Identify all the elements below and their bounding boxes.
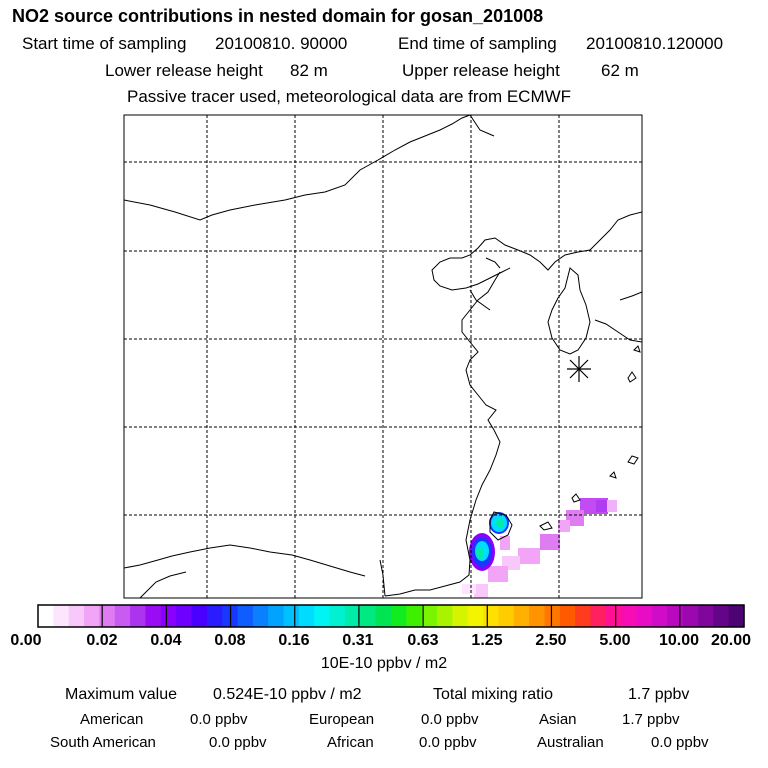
colorbar-tick: 1.25: [471, 632, 503, 649]
colorbar-swatch: [513, 605, 530, 627]
max-value: 0.524E-10 ppbv / m2: [213, 686, 362, 703]
colorbar-swatch: [498, 605, 515, 627]
colorbar-swatch: [360, 605, 377, 627]
colorbar-tick: 20.00: [710, 632, 752, 649]
colorbar-tick: 0.31: [342, 632, 374, 649]
colorbar-swatch: [268, 605, 285, 627]
colorbar-swatch: [38, 605, 54, 627]
colorbar-swatch: [467, 605, 484, 627]
colorbar-swatch: [605, 605, 622, 627]
colorbar-swatch: [160, 605, 177, 627]
colorbar-swatch: [391, 605, 407, 627]
lower-height-value: 82 m: [290, 61, 328, 80]
colorbar-swatch: [483, 605, 500, 627]
upper-height-value: 62 m: [601, 61, 639, 80]
region-south-american-label: South American: [50, 734, 156, 751]
colorbar-swatch: [575, 605, 592, 627]
end-time-value: 20100810.120000: [586, 34, 724, 53]
colorbar-swatch: [406, 605, 423, 627]
colorbar-separators: [101, 605, 681, 627]
colorbar-tick: 2.50: [535, 632, 567, 649]
colorbar-swatch: [636, 605, 653, 627]
colorbar-swatch: [191, 605, 208, 627]
colorbar: [38, 605, 745, 627]
colorbar-swatch: [728, 605, 745, 627]
colorbar-swatch: [452, 605, 469, 627]
colorbar-swatch: [590, 605, 607, 627]
colorbar-swatch: [176, 605, 193, 627]
colorbar-swatch: [114, 605, 131, 627]
total-mixing-label: Total mixing ratio: [433, 686, 554, 703]
colorbar-tick: 0.04: [150, 632, 182, 649]
region-asian-label: Asian: [539, 711, 577, 728]
region-american-value: 0.0 ppbv: [190, 711, 248, 728]
colorbar-tick: 5.00: [599, 632, 631, 649]
colorbar-tick: 0.08: [214, 632, 246, 649]
region-european-label: European: [309, 711, 375, 728]
colorbar-swatch: [529, 605, 546, 627]
region-australian-value: 0.0 ppbv: [651, 734, 709, 751]
colorbar-swatch: [314, 605, 331, 627]
colorbar-swatch: [559, 605, 576, 627]
colorbar-swatch: [283, 605, 300, 627]
max-value-label: Maximum value: [65, 686, 178, 703]
colorbar-swatch: [344, 605, 361, 627]
colorbar-swatch: [298, 605, 315, 627]
map-frame: [123, 114, 643, 599]
colorbar-tick: 0.02: [86, 632, 118, 649]
upper-height-label: Upper release height: [402, 61, 560, 80]
colorbar-swatch: [713, 605, 730, 627]
colorbar-frame: [37, 604, 745, 628]
end-time-label: End time of sampling: [398, 34, 557, 53]
colorbar-swatch: [682, 605, 699, 627]
start-time-value: 20100810. 90000: [215, 34, 348, 53]
tracer-note: Passive tracer used, meteorological data…: [127, 87, 572, 106]
colorbar-swatch: [329, 605, 346, 627]
colorbar-swatch: [544, 605, 561, 627]
plume: [462, 498, 617, 598]
colorbar-swatch: [99, 605, 116, 627]
coastlines: [124, 115, 642, 598]
colorbar-swatch: [130, 605, 147, 627]
colorbar-tick: 0.16: [278, 632, 310, 649]
colorbar-swatch: [84, 605, 100, 627]
region-asian-value: 1.7 ppbv: [622, 711, 680, 728]
colorbar-swatch: [437, 605, 453, 627]
total-mixing-value: 1.7 ppbv: [628, 686, 690, 703]
start-time-label: Start time of sampling: [22, 34, 187, 53]
region-american-label: American: [80, 711, 144, 728]
region-african-value: 0.0 ppbv: [419, 734, 477, 751]
colorbar-swatch: [667, 605, 684, 627]
region-european-value: 0.0 ppbv: [421, 711, 479, 728]
colorbar-swatch: [421, 605, 438, 627]
colorbar-swatch: [145, 605, 162, 627]
colorbar-tick: 0.63: [407, 632, 439, 649]
colorbar-swatch: [68, 605, 85, 627]
colorbar-units: 10E-10 ppbv / m2: [320, 655, 448, 672]
lower-height-label: Lower release height: [105, 61, 263, 80]
receptor-marker: [567, 356, 591, 382]
region-african-label: African: [327, 734, 374, 751]
colorbar-tick: 10.00: [658, 632, 700, 649]
colorbar-swatch: [237, 605, 254, 627]
colorbar-swatch: [621, 605, 638, 627]
colorbar-tick: 0.00: [10, 632, 42, 649]
colorbar-swatch: [53, 605, 70, 627]
region-south-american-value: 0.0 ppbv: [209, 734, 267, 751]
plot-title: NO2 source contributions in nested domai…: [12, 6, 544, 26]
lat-lon-grid: [124, 115, 642, 598]
colorbar-swatch: [375, 605, 392, 627]
map-area: [124, 115, 642, 598]
colorbar-swatch: [252, 605, 269, 627]
colorbar-swatch: [206, 605, 223, 627]
region-australian-label: Australian: [537, 734, 604, 751]
colorbar-swatch: [651, 605, 668, 627]
colorbar-swatch: [697, 605, 714, 627]
